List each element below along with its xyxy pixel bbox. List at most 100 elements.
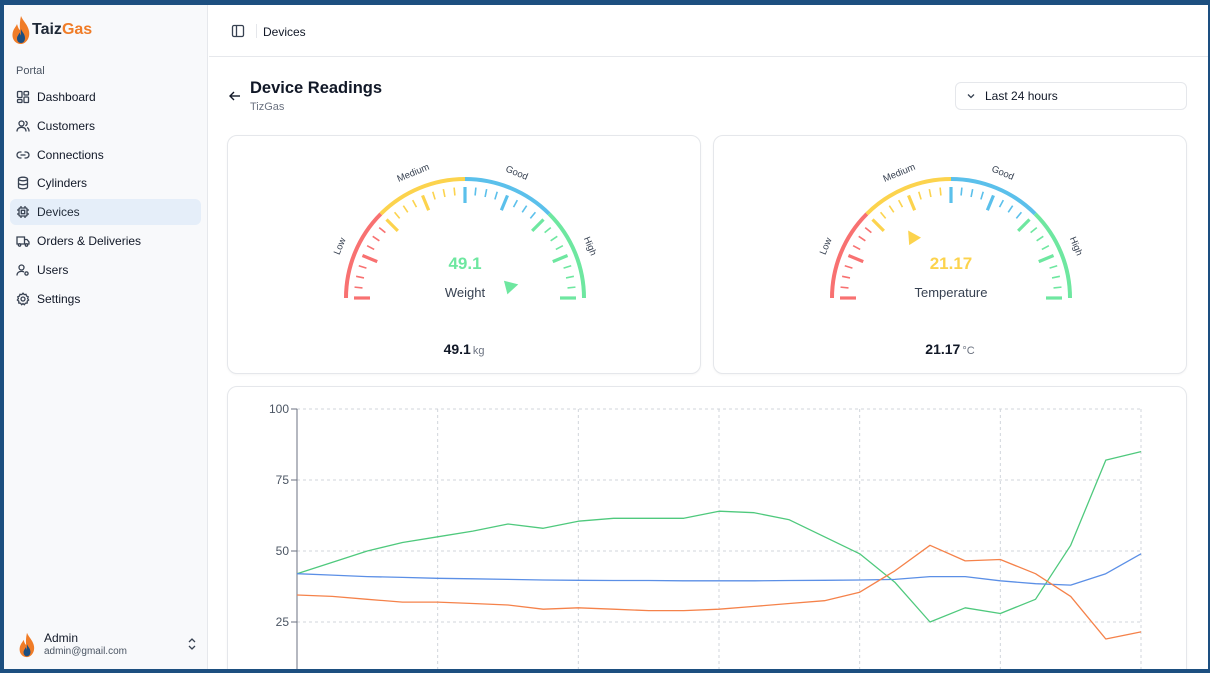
sidebar-item-customers[interactable]: Customers (10, 113, 201, 139)
temperature-gauge-label-medium: Medium (882, 162, 918, 185)
temperature-gauge-tick (1051, 275, 1061, 279)
weight-reading-unit: kg (472, 345, 485, 357)
temperature-gauge-tick (980, 191, 984, 200)
dashboard-icon (16, 90, 30, 104)
weight-gauge-band-0 (344, 212, 383, 299)
page-title: Device Readings (250, 79, 383, 97)
weight-gauge-tick (372, 235, 380, 242)
temperature-gauge-tick (879, 211, 887, 219)
temperature-gauge-tick (858, 235, 866, 242)
temperature-gauge-tick (847, 254, 864, 264)
weight-gauge-tick (555, 244, 564, 251)
back-arrow-icon[interactable] (228, 89, 242, 103)
weight-gauge-tick (355, 275, 365, 279)
weight-gauge-tick (411, 199, 418, 208)
temperature-gauge-band-2 (950, 177, 1037, 216)
temperature-gauge-pointer (908, 230, 922, 246)
weight-gauge-tick (393, 211, 401, 219)
temperature-gauge-label-low: Low (818, 236, 835, 256)
sidebar-item-connections[interactable]: Connections (10, 142, 201, 168)
brand-logo[interactable]: TaizGas (11, 15, 92, 45)
sidebar-toggle-icon[interactable] (231, 24, 245, 38)
weight-gauge-tick (432, 191, 436, 200)
temperature-gauge-band-1 (865, 177, 952, 216)
weight-gauge-title: Weight (445, 285, 486, 300)
readings-chart-card: 100 75 50 25 (227, 386, 1187, 669)
temperature-reading-value: 21.17 (925, 341, 961, 357)
weight-gauge-tick (567, 286, 576, 289)
temperature-gauge-tick (985, 194, 995, 211)
time-range-select[interactable]: Last 24 hours (955, 82, 1187, 110)
chart-series-line-1 (296, 553, 1142, 586)
sidebar-item-label: Orders & Deliveries (37, 233, 142, 248)
weight-gauge-tick (453, 187, 456, 196)
avatar (19, 632, 35, 658)
temperature-reading-unit: °C (962, 345, 975, 357)
weight-reading-value: 49.1 (443, 341, 471, 357)
temperature-gauge-tick (939, 187, 942, 196)
weight-gauge-tick (529, 211, 537, 219)
sidebar-item-label: Connections (37, 147, 104, 162)
temperature-gauge-title: Temperature (915, 285, 988, 300)
temperature-gauge-tick (1030, 226, 1038, 234)
sidebar-item-settings[interactable]: Settings (10, 286, 201, 312)
brand-name: TaizGas (32, 21, 92, 39)
chevron-up-down-icon (188, 638, 196, 650)
cylinder-icon (17, 176, 29, 190)
temperature-gauge-tick (1036, 235, 1044, 242)
temperature-gauge-tick (1038, 254, 1055, 264)
weight-gauge-tick (402, 205, 409, 213)
sidebar-item-cylinders[interactable]: Cylinders (10, 170, 201, 196)
weight-gauge-tick (563, 265, 572, 269)
weight-gauge-label-good: Good (504, 164, 530, 183)
breadcrumb: Devices (263, 25, 306, 39)
sidebar-item-orders-deliveries[interactable]: Orders & Deliveries (10, 228, 201, 254)
chevron-down-icon (967, 94, 975, 99)
weight-gauge-tick (544, 226, 552, 234)
topbar-divider (256, 24, 257, 38)
gear-icon (16, 291, 30, 306)
weight-gauge-tick (494, 191, 498, 200)
truck-icon (16, 236, 30, 247)
topbar: Devices (209, 5, 1208, 57)
users-icon (16, 120, 30, 132)
weight-gauge-tick (565, 275, 575, 279)
weight-gauge-tick (358, 265, 367, 269)
weight-gauge-band-3 (547, 212, 586, 299)
weight-gauge-tick (550, 235, 558, 242)
sidebar-item-label: Devices (37, 205, 80, 220)
temperature-gauge-tick (852, 244, 861, 251)
temperature-gauge-tick (840, 286, 849, 289)
weight-gauge-label-high: High (581, 235, 599, 257)
temperature-gauge-tick (1007, 205, 1014, 213)
weight-gauge: Low Medium Good High 49.1 Weight (332, 162, 599, 300)
sidebar-item-dashboard[interactable]: Dashboard (10, 84, 201, 110)
temperature-gauge-label-good: Good (990, 164, 1016, 183)
chart-y-tick-label: 75 (276, 473, 290, 487)
weight-gauge-tick (361, 254, 378, 264)
temperature-gauge-tick (844, 265, 853, 269)
sidebar-item-users[interactable]: Users (10, 257, 201, 283)
temperature-gauge-tick (1053, 286, 1062, 289)
user-name: Admin (44, 631, 79, 645)
temperature-gauge-tick (998, 199, 1005, 208)
temperature-gauge-band-0 (830, 212, 869, 299)
temperature-gauge-tick (907, 194, 917, 211)
weight-gauge-card: Low Medium Good High 49.1 Weight 49.1 kg (227, 135, 701, 374)
weight-gauge-tick (512, 199, 519, 208)
user-menu[interactable]: Admin admin@gmail.com (18, 629, 198, 661)
temperature-gauge-value: 21.17 (930, 254, 973, 273)
weight-gauge-tick (484, 188, 488, 198)
temperature-gauge-tick (871, 218, 885, 232)
weight-gauge-pointer (503, 280, 519, 295)
weight-gauge-tick (521, 205, 528, 213)
page-subtitle: TizGas (250, 101, 285, 113)
weight-gauge-tick (378, 226, 386, 234)
weight-gauge-tick (354, 286, 363, 289)
temperature-gauge-tick (928, 188, 932, 198)
temperature-gauge-tick (864, 226, 872, 234)
brand-name-part2: Gas (61, 21, 93, 38)
sidebar-item-devices[interactable]: Devices (10, 199, 201, 226)
sidebar-item-label: Dashboard (37, 90, 96, 104)
chip-icon (17, 206, 29, 219)
